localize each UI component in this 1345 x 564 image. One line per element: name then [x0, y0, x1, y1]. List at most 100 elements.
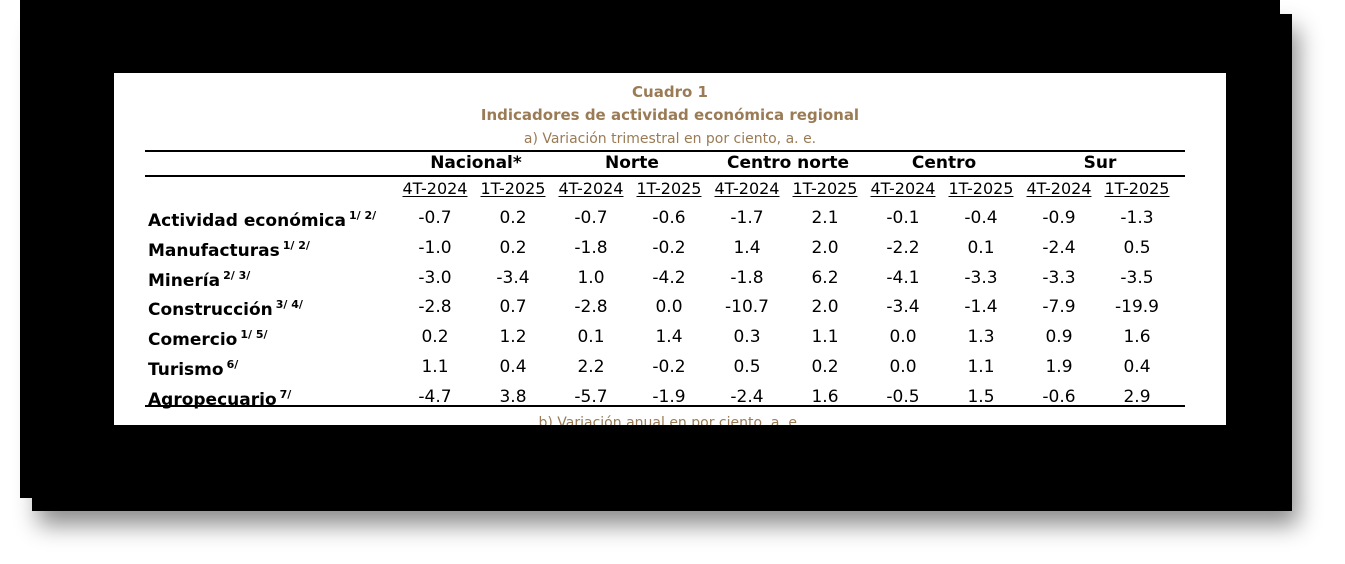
period-header: 1T-2025	[480, 179, 546, 198]
table-cell: 1.2	[499, 327, 527, 348]
table-cell: -1.7	[730, 208, 764, 228]
table-cell: -4.1	[886, 267, 920, 288]
table-cell: 0.3	[733, 327, 761, 348]
table-cell: -0.1	[886, 208, 920, 228]
period-header: 4T-2024	[1026, 179, 1092, 198]
row-label-text: Manufacturas	[148, 240, 280, 261]
row-label: Minería 2/ 3/	[148, 269, 250, 291]
table-cell: -10.7	[725, 297, 769, 318]
table-cell: -4.7	[418, 386, 452, 407]
table-cell: 0.0	[889, 357, 917, 377]
table-cell: 0.2	[499, 208, 527, 228]
table-cell: 0.1	[967, 237, 995, 258]
table-number: Cuadro 1	[632, 83, 708, 101]
row-label-text: Actividad económica	[148, 211, 346, 231]
row-label: Actividad económica 1/ 2/	[148, 209, 376, 231]
table-cell: 0.5	[1123, 237, 1151, 258]
row-label-text: Turismo	[148, 360, 224, 380]
table-row: Comercio 1/ 5/0.2 1.2 0.1 1.4 0.3 1.1 0.0 1.3 0.9…	[145, 324, 1185, 353]
table-cell: 0.2	[811, 357, 839, 377]
period-header: 1T-2025	[1104, 179, 1170, 198]
table-cell: 0.5	[733, 357, 761, 377]
table-cell: 3.8	[499, 386, 527, 407]
period-header: 4T-2024	[714, 179, 780, 198]
table-row: Manufacturas 1/ 2/ -1.0 0.2 -1.8 -0.2 1.4 2.0 -2…	[145, 235, 1185, 264]
period-header: 4T-2024	[402, 179, 468, 198]
table-row: Actividad económica 1/ 2/ -0.7 0.2 -0.7 -0.6 -…	[145, 205, 1185, 234]
row-label-text: Minería	[148, 270, 221, 291]
table-cell: -1.4	[964, 297, 998, 318]
table-cell: -0.7	[418, 208, 452, 228]
table-cell: 6.2	[811, 267, 839, 288]
table-cell: -0.6	[652, 208, 686, 228]
table-cell: 0.4	[499, 357, 527, 377]
row-label-text: Comercio	[148, 330, 238, 351]
table-cell: -2.2	[886, 237, 920, 258]
table-cell: 0.9	[1045, 327, 1073, 348]
table-cell: 1.4	[655, 327, 683, 348]
footnote-marker: 3/ 4/	[275, 298, 303, 312]
table-cell: -2.8	[418, 297, 452, 318]
table-row: Agropecuario 7/ -4.7 3.8 -5.7 -1.9 -2.4 1.6 -0.5…	[145, 384, 1185, 413]
table-cell: -0.6	[1042, 386, 1076, 407]
table-cell: 2.0	[811, 237, 839, 258]
table-cell: -3.4	[496, 267, 530, 288]
table-cell: -1.8	[730, 267, 764, 288]
rule-top	[145, 150, 1185, 152]
table-cell: 2.9	[1123, 386, 1151, 407]
period-header: 1T-2025	[792, 179, 858, 198]
footnote-marker: 1/ 2/	[282, 238, 310, 252]
rule-header	[145, 175, 1185, 177]
row-label-text: Agropecuario	[148, 389, 277, 410]
period-header: 4T-2024	[558, 179, 624, 198]
table-cell: -3.5	[1120, 267, 1154, 288]
image-frame: Cuadro 1 Indicadores de actividad económ…	[20, 0, 1280, 498]
table-cell: -0.4	[964, 208, 998, 228]
table-row: Construcción 3/ 4/ -2.8 0.7 -2.8 0.0 -10.7 2.0 -…	[145, 294, 1185, 323]
footnote-marker: 2/ 3/	[223, 268, 251, 282]
table-cell: 0.2	[499, 237, 527, 258]
table-cell: 0.0	[655, 297, 683, 318]
table-cell: 1.1	[811, 327, 839, 348]
table-cell: -2.4	[730, 386, 764, 407]
table-cell: -1.0	[418, 237, 452, 258]
period-header: 4T-2024	[870, 179, 936, 198]
table-cell: 0.1	[577, 327, 605, 348]
table-cell: -3.3	[964, 267, 998, 288]
footnote-marker: 1/ 2/	[348, 209, 377, 222]
table-title: Indicadores de actividad económica regio…	[480, 106, 860, 124]
table-cell: 1.1	[421, 357, 449, 377]
footnote-marker: 6/	[226, 358, 239, 371]
region-header: Norte	[605, 153, 659, 173]
region-header: Centro norte	[726, 153, 850, 173]
table-cell: -0.5	[886, 386, 920, 407]
table-cell: -5.7	[574, 386, 608, 407]
row-label: Comercio 1/ 5/	[148, 328, 268, 350]
table-cell: -0.2	[652, 357, 686, 377]
table-cell: 1.6	[1123, 327, 1151, 348]
table-cell: 1.6	[811, 386, 839, 407]
table-cell: -0.7	[574, 208, 608, 228]
table-cell: 1.0	[577, 267, 605, 288]
row-label: Construcción 3/ 4/	[148, 298, 303, 320]
period-header: 1T-2025	[948, 179, 1014, 198]
table-cell: -3.4	[886, 297, 920, 318]
table-cell: -3.0	[418, 267, 452, 288]
table-cell: 1.1	[967, 357, 995, 377]
table-cell: -4.2	[652, 267, 686, 288]
period-header: 1T-2025	[636, 179, 702, 198]
table-cell: -2.4	[1042, 237, 1076, 258]
rule-bottom	[145, 405, 1185, 407]
region-header: Nacional*	[430, 153, 522, 173]
table-cell: 1.9	[1045, 357, 1073, 377]
table-cell: -1.8	[574, 237, 608, 258]
table-cell: -1.9	[652, 386, 686, 407]
table-cell: 1.5	[967, 386, 995, 407]
footnote-marker: 7/	[279, 387, 292, 401]
table-cell: -0.9	[1042, 208, 1076, 228]
region-header: Sur	[1083, 153, 1117, 173]
table-cell: 2.1	[811, 208, 839, 228]
table-cell: 0.2	[421, 327, 449, 348]
table-subtitle-b: b) Variación anual en por ciento, a. e.	[538, 415, 802, 425]
row-label: Agropecuario 7/	[148, 388, 291, 410]
